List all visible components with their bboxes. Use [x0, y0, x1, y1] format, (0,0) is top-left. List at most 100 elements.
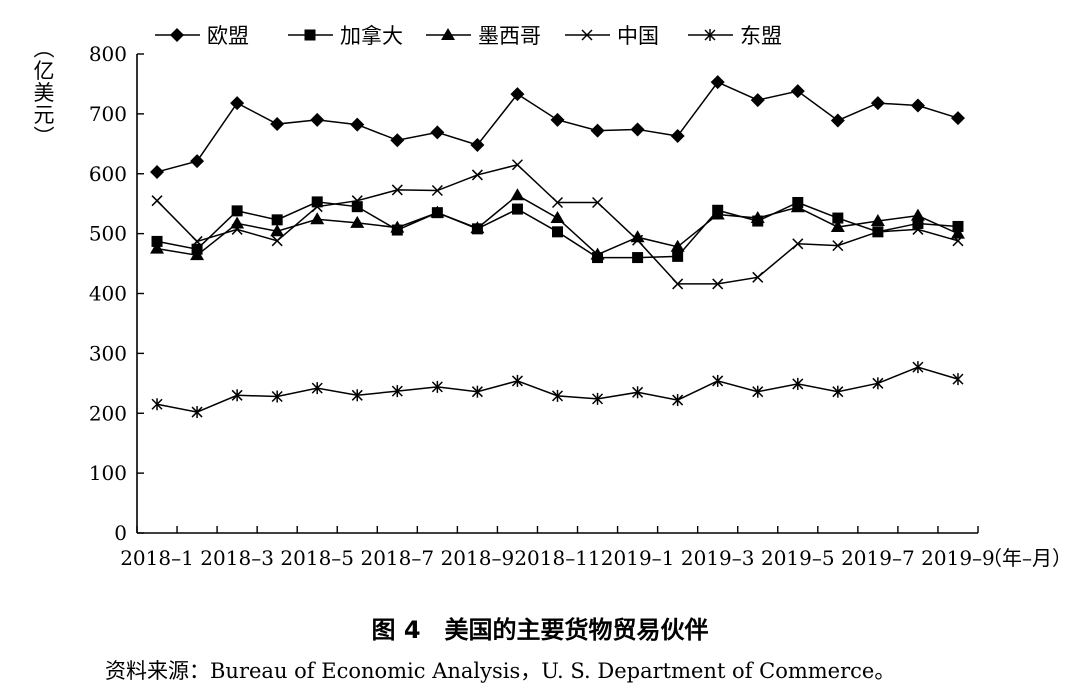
legend-marker	[581, 29, 593, 41]
data-point	[632, 386, 644, 399]
data-point	[872, 226, 884, 238]
y-tick-label: 0	[114, 521, 127, 545]
data-point	[712, 278, 724, 290]
data-point	[471, 385, 483, 398]
data-point	[550, 112, 565, 127]
y-tick-label: 500	[89, 222, 127, 246]
data-point	[590, 247, 605, 260]
data-point	[630, 230, 645, 243]
data-point	[191, 406, 203, 419]
y-tick-label: 800	[89, 42, 127, 66]
data-point	[552, 226, 563, 238]
data-point	[912, 223, 924, 235]
data-point	[511, 374, 523, 387]
data-point	[470, 221, 485, 234]
legend-item: 中国	[565, 24, 659, 48]
data-point	[311, 196, 323, 208]
y-tick-label: 100	[89, 461, 127, 485]
data-point	[350, 117, 365, 132]
data-point	[952, 235, 964, 247]
legend-item: 东盟	[688, 24, 782, 48]
data-point	[310, 112, 325, 127]
y-tick-label: 200	[89, 401, 127, 425]
data-point	[311, 201, 323, 213]
legend-label: 东盟	[740, 24, 782, 48]
legend-item: 墨西哥	[426, 24, 541, 48]
data-point	[830, 220, 845, 233]
data-point	[191, 235, 203, 247]
data-point	[752, 385, 764, 398]
data-point	[511, 159, 523, 171]
data-point	[150, 164, 165, 179]
data-point	[592, 196, 604, 209]
y-axis-label-char: 元	[34, 103, 55, 127]
data-point	[271, 235, 283, 247]
data-point	[672, 250, 684, 262]
data-point	[391, 385, 403, 398]
data-point	[430, 205, 445, 218]
data-point	[670, 129, 685, 144]
y-axis-label-char: （	[31, 38, 55, 59]
data-point	[792, 238, 804, 250]
legend-marker	[441, 28, 455, 40]
data-point	[870, 214, 885, 227]
data-point	[231, 205, 243, 217]
x-axis-label: （年–月）	[982, 546, 1072, 570]
data-point	[632, 252, 644, 264]
series-3	[151, 159, 964, 290]
data-point	[710, 75, 725, 90]
data-point	[792, 377, 804, 390]
data-point	[310, 212, 325, 225]
data-point	[351, 201, 363, 213]
data-point	[151, 235, 163, 247]
series-4	[151, 361, 964, 419]
figure-caption: 图 4 美国的主要货物贸易伙伴	[371, 616, 709, 644]
legend-item: 欧盟	[155, 24, 249, 48]
data-point	[630, 122, 645, 137]
data-point	[590, 123, 605, 138]
data-point	[511, 203, 523, 215]
x-tick-label: 2019–1	[601, 546, 675, 570]
data-point	[632, 234, 644, 246]
legend-item: 加拿大	[288, 24, 403, 48]
figure-source: 资料来源：Bureau of Economic Analysis，U. S. D…	[105, 659, 896, 683]
y-axis-label-char: 美	[34, 81, 55, 105]
data-point	[872, 377, 884, 390]
data-point	[270, 224, 285, 237]
data-point	[151, 398, 163, 411]
data-point	[830, 113, 845, 128]
data-point	[952, 220, 964, 232]
data-point	[230, 96, 245, 111]
line-chart: 欧盟 加拿大 墨西哥 中国 东盟 （亿美元） 0 100 200 300 400 500 600 70…	[31, 24, 1072, 570]
data-point	[750, 93, 765, 108]
data-point	[190, 248, 205, 261]
data-point	[752, 271, 764, 283]
data-point	[470, 138, 485, 153]
data-point	[832, 385, 844, 398]
data-point	[712, 374, 724, 387]
data-point	[790, 200, 805, 213]
data-point	[430, 125, 445, 140]
data-point	[271, 390, 283, 403]
y-tick-label: 300	[89, 341, 127, 365]
data-point	[912, 361, 924, 374]
data-point	[390, 133, 405, 148]
data-point	[230, 216, 245, 229]
data-point	[672, 394, 684, 407]
data-point	[832, 212, 844, 224]
data-point	[950, 226, 965, 239]
data-point	[431, 380, 443, 393]
data-point	[271, 214, 283, 226]
data-point	[151, 195, 163, 207]
data-point	[672, 278, 684, 290]
data-point	[551, 196, 564, 209]
legend-marker	[304, 29, 316, 41]
data-point	[750, 211, 765, 224]
data-point	[231, 389, 243, 402]
data-point	[510, 188, 525, 201]
legend-label: 墨西哥	[478, 24, 541, 48]
chart-series	[150, 75, 965, 419]
data-point	[351, 389, 363, 402]
data-point	[351, 195, 363, 207]
